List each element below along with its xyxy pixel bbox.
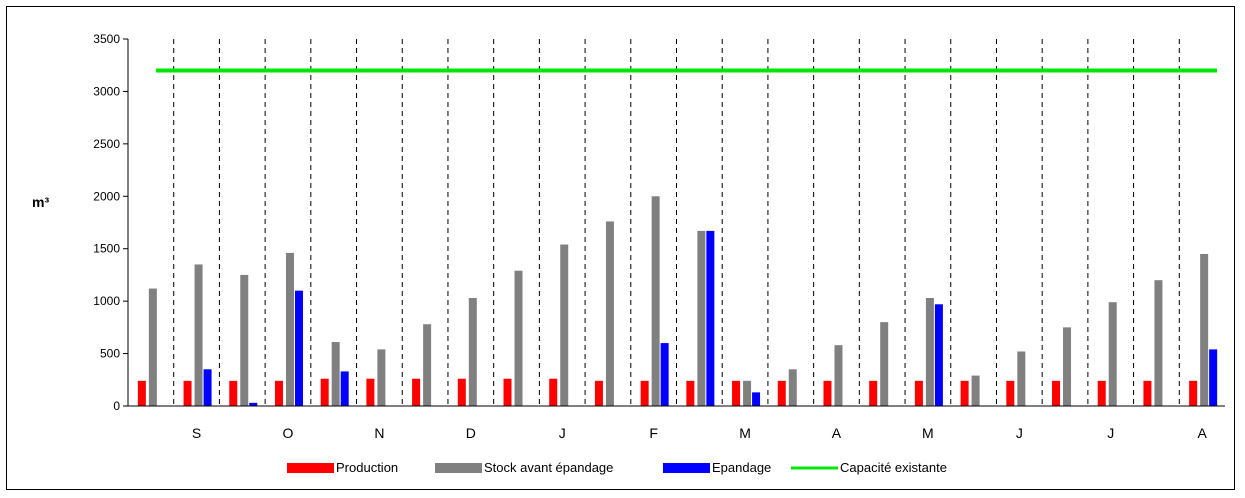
y-tick-label: 1500 — [93, 242, 120, 256]
x-tick-label: M — [739, 425, 751, 441]
legend-label: Stock avant épandage — [484, 460, 613, 475]
legend-label: Epandage — [712, 460, 771, 475]
bar-production — [1006, 380, 1015, 406]
bar-stock-avant-pandage — [1017, 351, 1026, 406]
bar-production — [229, 380, 238, 406]
bar-production — [914, 380, 923, 406]
bar-production — [366, 378, 375, 406]
x-tick-label: F — [649, 425, 658, 441]
legend-swatch — [287, 463, 334, 473]
bar-stock-avant-pandage — [331, 342, 340, 406]
bar-stock-avant-pandage — [377, 349, 386, 406]
bar-stock-avant-pandage — [514, 270, 523, 406]
x-tick-label: S — [192, 425, 201, 441]
bar-production — [1189, 380, 1198, 406]
bar-stock-avant-pandage — [1154, 280, 1163, 406]
y-axis-label: m³ — [32, 194, 49, 210]
bar-epandage — [660, 343, 669, 406]
legend-label: Capacité existante — [840, 460, 947, 475]
bar-stock-avant-pandage — [560, 244, 569, 406]
bar-stock-avant-pandage — [148, 288, 157, 406]
bar-stock-avant-pandage — [834, 345, 843, 406]
bar-stock-avant-pandage — [240, 274, 249, 406]
bar-production — [732, 380, 741, 406]
x-tick-label: A — [832, 425, 842, 441]
bar-production — [1052, 380, 1061, 406]
bar-epandage — [203, 369, 212, 406]
y-tick-label: 1000 — [93, 294, 120, 308]
bar-stock-avant-pandage — [697, 230, 706, 406]
legend-label: Production — [336, 460, 398, 475]
grid-layer — [173, 39, 1180, 406]
chart-svg: 0 500 1000 1500 2000 2500 3000 3500 S O N D J F M A M J J… — [32, 32, 1225, 475]
bar-stock-avant-pandage — [285, 252, 294, 406]
bar-production — [686, 380, 695, 406]
x-tick-label: M — [922, 425, 934, 441]
x-tick-label: A — [1197, 425, 1207, 441]
bar-stock-avant-pandage — [971, 375, 980, 406]
bar-stock-avant-pandage — [423, 324, 432, 406]
bar-production — [320, 378, 329, 406]
bar-production — [960, 380, 969, 406]
bar-stock-avant-pandage — [194, 264, 203, 406]
bar-stock-avant-pandage — [880, 322, 889, 406]
bar-stock-avant-pandage — [743, 380, 752, 406]
bar-production — [640, 380, 649, 406]
ticks-layer: 0 500 1000 1500 2000 2500 3000 3500 — [93, 32, 128, 413]
x-tick-label: J — [1107, 425, 1114, 441]
y-tick-label: 2500 — [93, 137, 120, 151]
bar-stock-avant-pandage — [788, 369, 797, 406]
y-tick-label: 3500 — [93, 32, 120, 46]
bar-production — [503, 378, 512, 406]
bar-production — [137, 380, 146, 406]
legend-swatch — [435, 463, 482, 473]
bar-production — [1097, 380, 1106, 406]
x-tick-label: N — [374, 425, 384, 441]
x-tick-label: J — [1016, 425, 1023, 441]
y-tick-label: 2000 — [93, 189, 120, 203]
bar-production — [183, 380, 192, 406]
bar-production — [823, 380, 832, 406]
chart-frame: 0 500 1000 1500 2000 2500 3000 3500 S O N D J F M A M J J… — [6, 6, 1235, 490]
bar-epandage — [249, 402, 258, 406]
bar-epandage — [934, 304, 943, 406]
bar-epandage — [294, 290, 303, 406]
y-tick-label: 3000 — [93, 84, 120, 98]
y-tick-label: 500 — [100, 347, 120, 361]
bar-stock-avant-pandage — [925, 297, 934, 406]
bars-layer — [137, 196, 1218, 406]
bar-epandage — [706, 230, 715, 406]
bar-production — [457, 378, 466, 406]
bar-stock-avant-pandage — [1063, 327, 1072, 406]
bar-production — [594, 380, 603, 406]
x-tick-label: D — [466, 425, 476, 441]
bar-epandage — [1209, 349, 1218, 406]
bar-epandage — [752, 392, 761, 406]
bar-production — [412, 378, 421, 406]
legend-swatch — [791, 466, 838, 470]
x-tick-label: O — [283, 425, 294, 441]
legend: Production Stock avant épandage Epandage Ca… — [287, 460, 947, 475]
bar-production — [549, 378, 558, 406]
bar-epandage — [340, 371, 349, 406]
bar-stock-avant-pandage — [468, 297, 477, 406]
bar-stock-avant-pandage — [1108, 302, 1117, 406]
bar-production — [869, 380, 878, 406]
y-tick-label: 0 — [113, 399, 120, 413]
bar-production — [274, 380, 283, 406]
bar-production — [1143, 380, 1152, 406]
bar-stock-avant-pandage — [605, 221, 614, 406]
x-tick-label: J — [559, 425, 566, 441]
bar-stock-avant-pandage — [1200, 253, 1209, 406]
bar-stock-avant-pandage — [651, 196, 660, 406]
bar-production — [777, 380, 786, 406]
legend-swatch — [663, 463, 710, 473]
axes-layer — [127, 39, 1225, 407]
